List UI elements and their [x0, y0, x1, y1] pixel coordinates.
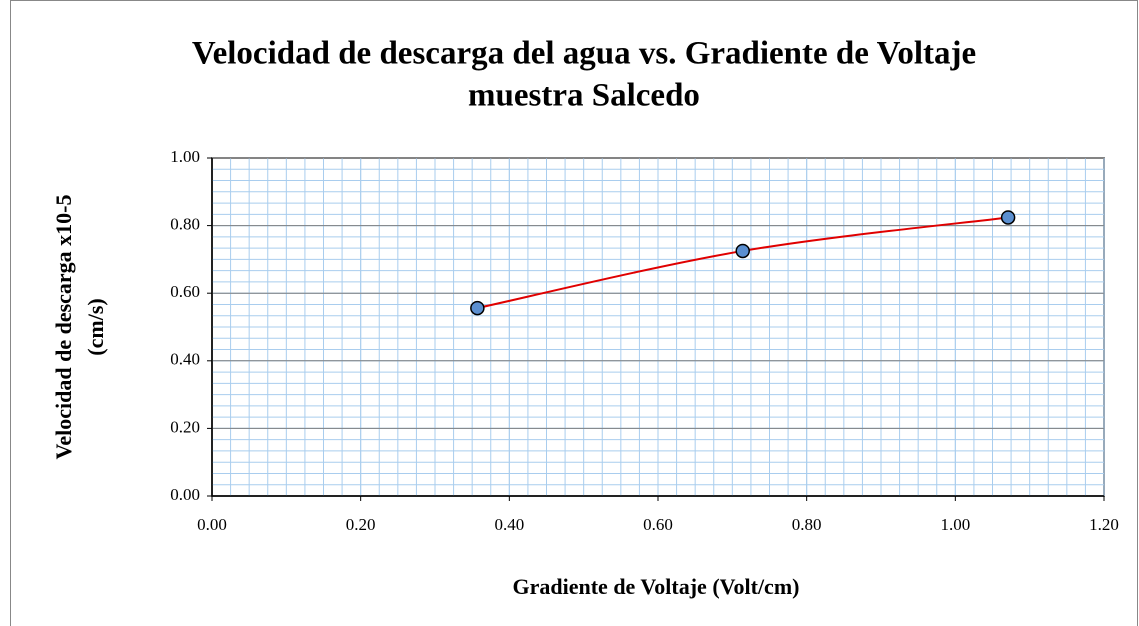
- x-tick-label: 0.80: [792, 515, 822, 534]
- data-point: [1000, 210, 1016, 225]
- y-tick-label: 0.00: [170, 485, 200, 504]
- x-axis-title: Gradiente de Voltaje (Volt/cm): [513, 574, 800, 599]
- x-tick-label: 1.00: [940, 515, 970, 534]
- data-point: [735, 243, 750, 259]
- y-tick-label: 0.40: [170, 350, 200, 369]
- y-tick-label: 0.80: [170, 215, 200, 234]
- y-axis-title: Velocidad de descarga x10-5: [51, 194, 76, 459]
- x-tick-label: 1.20: [1089, 515, 1119, 534]
- x-tick-label: 0.60: [643, 515, 673, 534]
- x-tick-label: 0.40: [494, 515, 524, 534]
- y-axis-title: (cm/s): [83, 298, 108, 355]
- y-tick-label: 1.00: [170, 147, 200, 166]
- chart-title: muestra Salcedo: [468, 78, 700, 114]
- x-tick-label: 0.20: [346, 515, 376, 534]
- data-point: [470, 300, 485, 316]
- chart-title: Velocidad de descarga del agua vs. Gradi…: [192, 36, 976, 72]
- y-tick-label: 0.20: [170, 417, 200, 436]
- x-tick-label: 0.00: [197, 515, 227, 534]
- y-tick-label: 0.60: [170, 282, 200, 301]
